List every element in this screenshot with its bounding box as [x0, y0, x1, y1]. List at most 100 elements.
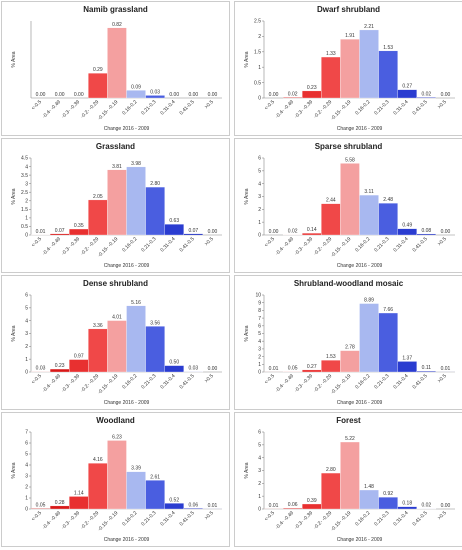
y-tick-label: 4 — [258, 181, 261, 187]
value-label: 1.14 — [74, 490, 84, 496]
x-tick-label: 0.21-0.3 — [140, 99, 157, 116]
value-label: 3.81 — [112, 164, 122, 170]
x-axis-label: Change 2016 - 2009 — [337, 263, 383, 269]
y-tick-label: 4 — [25, 318, 28, 324]
y-tick-label: 3 — [25, 181, 28, 187]
value-label: 0.01 — [208, 503, 218, 509]
value-label: 5.16 — [131, 300, 141, 306]
x-tick-label: <-0.5 — [31, 99, 44, 112]
x-tick-label: -0.4- -0.49 — [42, 510, 63, 531]
x-tick-label: -0.4- -0.49 — [275, 99, 296, 120]
x-tick-label: >0.5 — [204, 510, 215, 521]
panel-border — [1, 275, 230, 410]
y-tick-label: 1 — [25, 216, 28, 222]
x-tick-label: -0.15- -0.19 — [330, 99, 353, 122]
panel-border — [234, 1, 462, 136]
y-axis-label: % Area — [11, 188, 17, 204]
value-label: 2.05 — [93, 194, 103, 200]
x-tick-label: -0.4- -0.49 — [275, 236, 296, 257]
bar — [183, 508, 204, 510]
chart-title: Namib grassland — [83, 5, 148, 14]
x-tick-label: 0.31-0.4 — [392, 236, 409, 253]
value-label: 0.02 — [288, 229, 298, 235]
x-tick-label: -0.3- -0.39 — [294, 510, 315, 531]
value-label: 0.06 — [288, 502, 298, 508]
y-tick-label: 3 — [25, 331, 28, 337]
y-tick-label: 3.5 — [21, 173, 28, 179]
x-tick-label: -0.3- -0.39 — [61, 99, 82, 120]
value-label: 0.08 — [421, 228, 431, 234]
y-tick-label: 6 — [258, 156, 261, 162]
bar — [126, 305, 146, 373]
bar — [321, 56, 341, 99]
value-label: 0.27 — [307, 364, 317, 370]
bar — [282, 508, 303, 510]
x-tick-label: 0.16-0.2 — [121, 510, 138, 527]
y-tick-label: 0.5 — [254, 80, 261, 86]
y-tick-label: 2 — [258, 34, 261, 40]
y-tick-label: 4 — [25, 463, 28, 469]
value-label: 0.07 — [188, 228, 198, 234]
x-tick-label: -0.3- -0.39 — [294, 236, 315, 257]
bar — [397, 506, 417, 510]
bar — [183, 233, 204, 236]
y-tick-label: 1 — [258, 494, 261, 500]
bar — [378, 312, 398, 373]
x-axis-label: Change 2016 - 2009 — [104, 126, 150, 132]
bar — [49, 505, 70, 510]
bar — [88, 463, 108, 510]
y-axis-label: % Area — [11, 51, 17, 67]
bar — [107, 27, 127, 99]
y-tick-label: 0 — [258, 370, 261, 376]
bar — [340, 163, 360, 236]
x-tick-label: -0.3- -0.39 — [294, 373, 315, 394]
bar — [126, 471, 146, 510]
panel-border — [1, 138, 230, 273]
x-tick-label: 0.21-0.3 — [140, 510, 157, 527]
y-tick-label: 5 — [25, 306, 28, 312]
value-label: 0.09 — [131, 84, 141, 90]
bar — [397, 228, 417, 236]
bar — [282, 97, 303, 99]
y-axis-label: % Area — [11, 325, 17, 341]
chart-panel: Forest 0 1 2 3 4 5 6 % Area 0.01<-0.5 0.06 -0.4- -0… — [234, 412, 462, 547]
x-tick-label: 0.16-0.2 — [354, 510, 371, 527]
y-tick-label: 3 — [258, 194, 261, 200]
bar — [359, 194, 379, 236]
chart-title: Dwarf shrubland — [317, 5, 380, 14]
bar — [321, 203, 341, 236]
bar — [340, 39, 360, 99]
value-label: 2.21 — [364, 24, 374, 30]
bar — [302, 90, 322, 99]
value-label: 0.03 — [150, 89, 160, 95]
x-axis-label: Change 2016 - 2009 — [337, 400, 383, 406]
value-label: 2.78 — [345, 345, 355, 351]
x-tick-label: 0.41-0.5 — [179, 373, 196, 390]
x-tick-label: 0.41-0.5 — [179, 99, 196, 116]
x-tick-label: <-0.5 — [264, 373, 277, 386]
x-tick-label: -0.3- -0.39 — [294, 99, 315, 120]
y-tick-label: 0 — [258, 507, 261, 513]
x-tick-label: <-0.5 — [31, 236, 44, 249]
y-tick-label: 2 — [25, 344, 28, 350]
x-tick-label: 0.16-0.2 — [354, 236, 371, 253]
value-label: 0.00 — [269, 229, 279, 235]
x-tick-label: -0.4- -0.49 — [275, 373, 296, 394]
y-axis-label: % Area — [244, 462, 250, 478]
y-tick-label: 6 — [25, 293, 28, 299]
value-label: 2.48 — [383, 197, 393, 203]
value-label: 0.01 — [269, 503, 279, 509]
bar — [69, 359, 89, 373]
bar — [126, 90, 146, 99]
x-axis-label: Change 2016 - 2009 — [337, 126, 383, 132]
x-tick-label: 0.21-0.3 — [140, 373, 157, 390]
x-tick-label: -0.3- -0.39 — [61, 236, 82, 257]
value-label: 0.23 — [307, 85, 317, 91]
value-label: 0.00 — [36, 92, 46, 98]
value-label: 2.80 — [326, 467, 336, 473]
chart-panel: Namib grassland% Area0.00<-0.50.00-0.4- … — [1, 1, 230, 136]
x-tick-label: -0.4- -0.49 — [42, 99, 63, 120]
value-label: 0.35 — [74, 223, 84, 229]
value-label: 0.00 — [441, 503, 451, 509]
